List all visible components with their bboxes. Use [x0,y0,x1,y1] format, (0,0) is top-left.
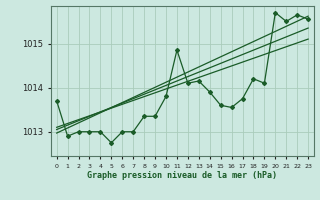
X-axis label: Graphe pression niveau de la mer (hPa): Graphe pression niveau de la mer (hPa) [87,171,277,180]
